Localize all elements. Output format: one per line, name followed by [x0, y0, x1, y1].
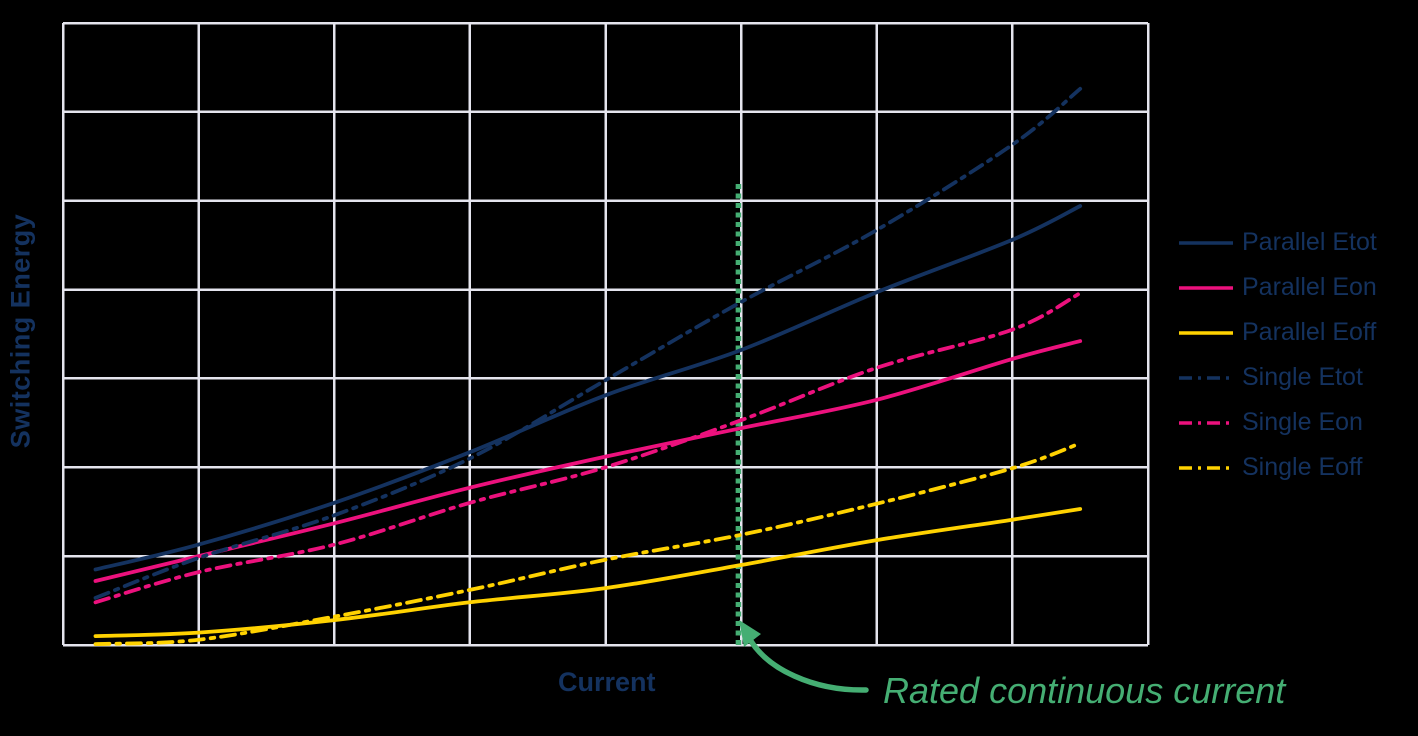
curve-single-etot: [93, 86, 1083, 600]
legend-line-sample-single-eon: [1179, 420, 1233, 425]
legend-item-parallel-etot: Parallel Etot: [1178, 220, 1377, 265]
legend-item-single-eoff: Single Eoff: [1178, 445, 1377, 490]
curve-parallel-eoff: [93, 507, 1083, 638]
legend-item-label: Single Etot: [1242, 363, 1363, 391]
legend-item-label: Parallel Etot: [1242, 228, 1377, 256]
legend-line-sample-single-etot: [1179, 375, 1233, 380]
legend-item-single-etot: Single Etot: [1178, 355, 1377, 400]
y-axis-label: Switching Energy: [5, 213, 36, 449]
curve-single-eoff: [93, 441, 1083, 646]
annotation-arrow-layer: [739, 620, 869, 693]
x-axis-label: Current: [558, 667, 656, 697]
legend-item-parallel-eoff: Parallel Eoff: [1178, 310, 1377, 355]
legend-item-single-eon: Single Eon: [1178, 400, 1377, 445]
legend-line-sample-single-eoff: [1179, 465, 1233, 470]
annotation-label: Rated continuous current: [883, 670, 1286, 711]
curve-parallel-etot: [93, 204, 1083, 572]
legend-item-label: Single Eoff: [1242, 453, 1363, 481]
grid: [61, 21, 1150, 647]
annotation-arrowhead: [739, 620, 761, 647]
legend-line-sample-parallel-eoff: [1179, 330, 1233, 335]
legend-line-sample-parallel-etot: [1179, 240, 1233, 245]
chart-series: [93, 86, 1083, 646]
annotation-arrow: [745, 633, 869, 693]
curve-parallel-eon: [93, 339, 1083, 583]
legend-item-parallel-eon: Parallel Eon: [1178, 265, 1377, 310]
legend-item-label: Parallel Eoff: [1242, 318, 1377, 346]
curve-single-eon: [93, 291, 1083, 605]
legend: Parallel Etot Parallel Eon Parallel Eoff…: [1178, 220, 1377, 490]
legend-item-label: Single Eon: [1242, 408, 1363, 436]
legend-line-sample-parallel-eon: [1179, 285, 1233, 290]
legend-item-label: Parallel Eon: [1242, 273, 1377, 301]
